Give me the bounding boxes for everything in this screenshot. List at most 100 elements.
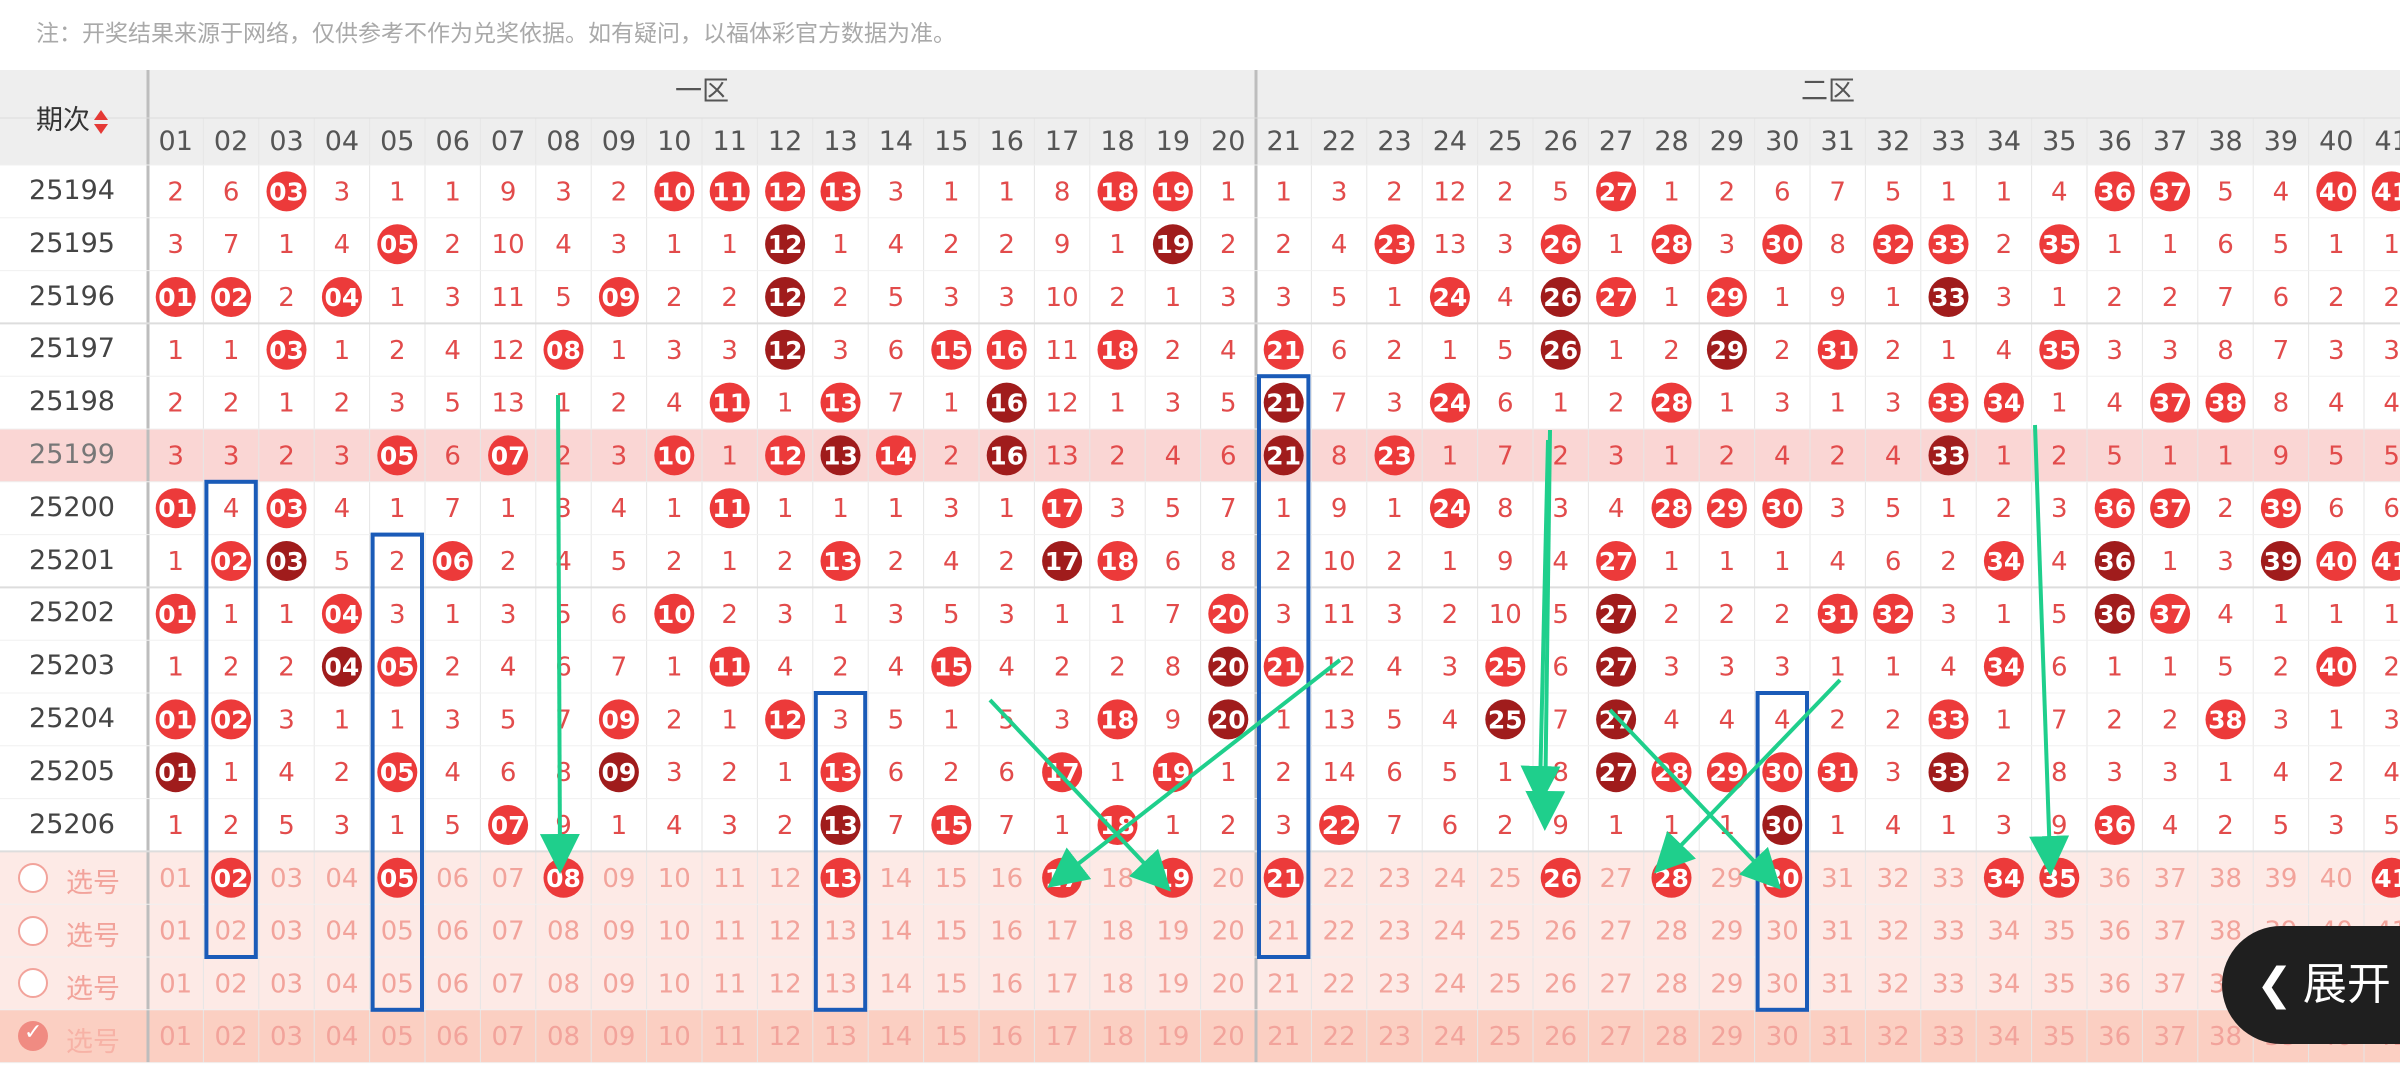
col-header-22: 22 [1322,126,1356,157]
miss-count: 2 [1996,758,2013,788]
sort-icon[interactable] [94,108,108,136]
miss-count: 5 [2273,811,2290,841]
ball-05 [377,224,418,265]
miss-count: 4 [223,494,240,524]
ball-23 [1374,224,1415,265]
ball-label: 27 [1599,653,1634,682]
miss-count: 7 [1386,811,1403,841]
ball-label: 12 [768,336,803,365]
miss-count: 2 [611,389,628,419]
row-bg [0,745,2400,799]
radio-circle-icon[interactable] [18,915,48,946]
select-number-29: 29 [1710,969,1743,999]
col-header-31: 31 [1821,126,1855,157]
col-header-38: 38 [2208,126,2242,157]
miss-count: 2 [943,441,960,471]
miss-count: 2 [1275,230,1292,260]
miss-count: 3 [223,441,240,471]
select-row-toggle[interactable]: 选号 [0,1010,144,1063]
row-bg [0,429,2400,482]
miss-count: 1 [223,758,240,788]
select-number-30: 30 [1766,917,1799,947]
annotation-arrow [1653,678,1842,874]
miss-count: 2 [666,705,683,735]
miss-count: 1 [1165,283,1182,313]
miss-count: 2 [1719,177,1736,207]
miss-count: 1 [611,336,628,366]
ball-12 [765,329,806,370]
miss-count: 5 [2383,441,2400,471]
ball-label: 04 [325,600,360,629]
miss-count: 2 [1774,600,1791,630]
select-number-34: 34 [1987,969,2020,999]
select-number-16: 16 [990,917,1023,947]
miss-count: 4 [444,758,461,788]
radio-circle-icon[interactable] [18,862,48,893]
ball-14 [875,435,916,476]
select-number-06: 06 [436,1022,469,1052]
miss-count: 1 [943,705,960,735]
miss-count: 1 [1663,811,1680,841]
miss-count: 10 [1323,547,1356,577]
ball-label: 13 [823,811,858,840]
ball-29 [1706,488,1747,529]
select-row-label: 选号 [66,1026,120,1058]
ball-label: 27 [1599,758,1634,787]
ball-03 [266,541,307,581]
miss-count: 1 [389,283,406,313]
select-row-toggle[interactable]: 选号 [0,904,144,957]
miss-count: 1 [1940,811,1957,841]
miss-count: 9 [2051,811,2068,841]
miss-count: 7 [1552,705,1569,735]
miss-count: 2 [1829,705,1846,735]
miss-count: 9 [1165,705,1182,735]
ball-13 [820,541,861,581]
select-row-toggle[interactable]: 选号 [0,957,144,1010]
ball-29 [1706,277,1747,317]
select-row-toggle[interactable]: 选号 [0,851,144,904]
miss-count: 4 [611,494,628,524]
checked-circle-icon[interactable] [18,1020,48,1052]
miss-count: 10 [1046,283,1079,313]
miss-count: 3 [1774,389,1791,419]
period-header[interactable]: 期次 [0,98,144,137]
miss-count: 2 [666,283,683,313]
select-number-12: 12 [769,969,802,999]
ball-label: 12 [768,283,803,312]
select-number-09: 09 [602,969,635,999]
select-number-21: 21 [1267,917,1300,947]
miss-count: 5 [888,705,905,735]
ball-24 [1429,382,1470,423]
miss-count: 3 [777,600,794,630]
ball-23 [1374,435,1415,476]
miss-count: 3 [167,441,184,471]
select-number-19: 19 [1156,969,1189,999]
expand-button[interactable]: ❮ 展开 [2222,926,2400,1044]
picked-ball-02 [211,857,252,898]
bottom-strip [0,1062,2400,1080]
ball-label: 27 [1599,547,1634,576]
picked-label: 02 [214,864,249,893]
ball-label: 39 [2264,547,2299,576]
miss-count: 2 [1054,653,1071,683]
miss-count: 2 [888,547,905,577]
ball-label: 07 [491,441,526,470]
miss-count: 2 [943,758,960,788]
col-header-34: 34 [1987,126,2021,157]
miss-count: 2 [1663,336,1680,366]
select-number-27: 27 [1600,1022,1633,1052]
miss-count: 2 [278,283,295,313]
ball-03 [266,329,307,370]
ball-label: 21 [1266,389,1301,418]
ball-24 [1429,488,1470,529]
row-bg [0,693,2400,746]
select-number-01: 01 [159,969,192,999]
miss-count: 3 [444,283,461,313]
radio-circle-icon[interactable] [18,968,48,999]
select-number-22: 22 [1323,864,1356,894]
miss-count: 1 [1663,441,1680,471]
miss-count: 4 [2162,811,2179,841]
ball-24 [1429,277,1470,317]
ball-17 [1042,488,1083,529]
col-header-24: 24 [1433,126,1467,157]
